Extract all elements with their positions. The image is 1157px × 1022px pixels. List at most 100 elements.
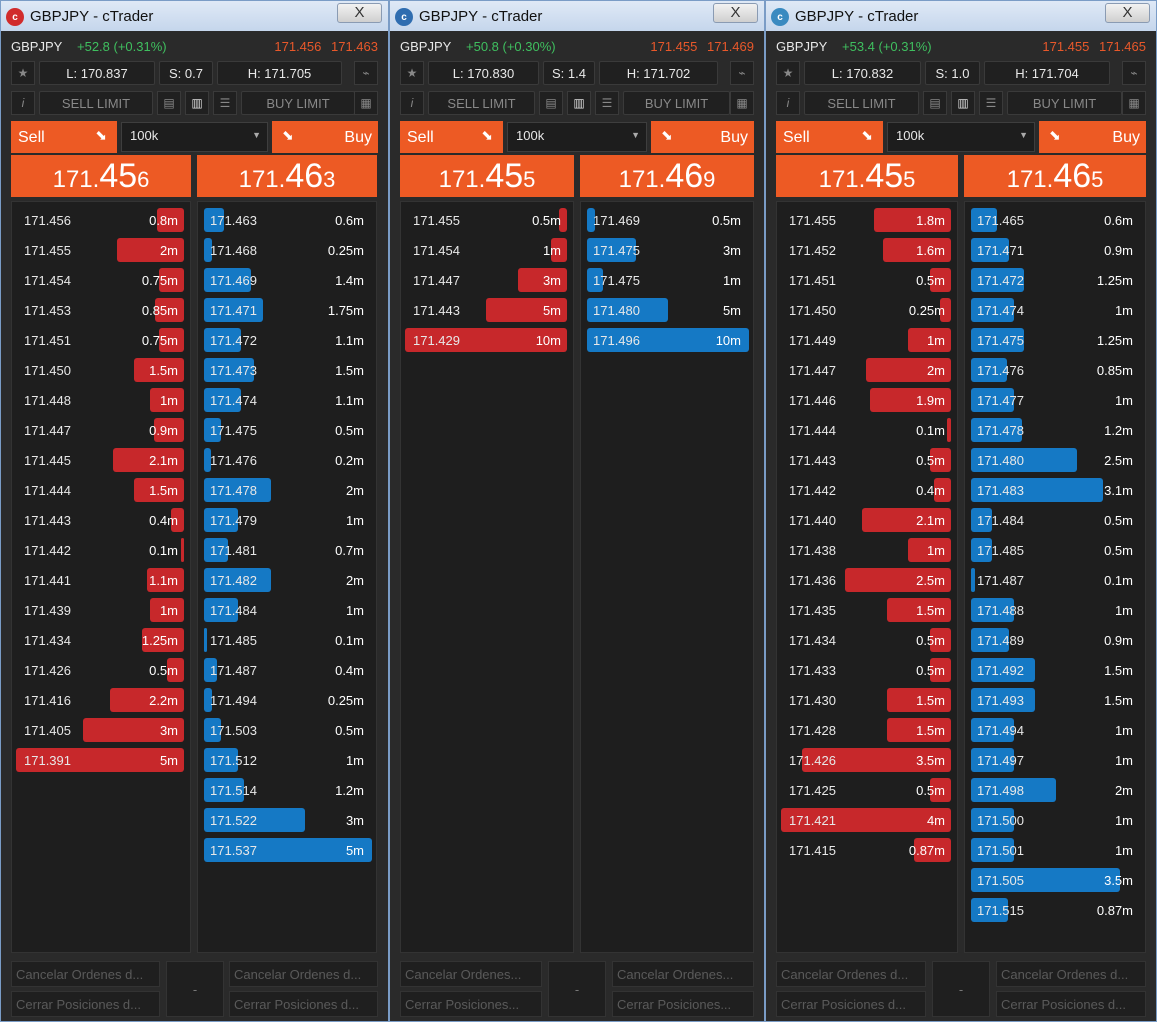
bid-level-row[interactable]: 171.426 3.5m [783,748,951,772]
symbol-name[interactable]: GBPJPY [400,39,452,54]
bid-level-row[interactable]: 171.430 1.5m [783,688,951,712]
bid-level-row[interactable]: 171.443 0.5m [783,448,951,472]
sell-price-display[interactable]: 171.455 [400,155,574,197]
bid-level-row[interactable]: 171.445 2.1m [18,448,184,472]
title-bar[interactable]: c GBPJPY - cTrader X [390,1,764,31]
bid-level-row[interactable]: 171.447 3m [407,268,567,292]
bid-level-row[interactable]: 171.448 1m [18,388,184,412]
ask-level-row[interactable]: 171.471 1.75m [204,298,370,322]
symbol-name[interactable]: GBPJPY [776,39,828,54]
bid-level-row[interactable]: 171.425 0.5m [783,778,951,802]
sell-button[interactable]: Sell ⬊ [400,121,503,153]
close-button[interactable]: X [1105,3,1150,23]
volume-select[interactable]: 100k ▼ [507,122,647,152]
buy-price-display[interactable]: 171.465 [964,155,1146,197]
bid-level-row[interactable]: 171.434 1.25m [18,628,184,652]
bid-level-row[interactable]: 171.446 1.9m [783,388,951,412]
bid-level-row[interactable]: 171.436 2.5m [783,568,951,592]
bid-level-row[interactable]: 171.444 0.1m [783,418,951,442]
ask-level-row[interactable]: 171.484 0.5m [971,508,1139,532]
ask-level-row[interactable]: 171.501 1m [971,838,1139,862]
ask-level-row[interactable]: 171.471 0.9m [971,238,1139,262]
ask-level-row[interactable]: 171.484 1m [204,598,370,622]
close-positions-left-button[interactable]: Cerrar Posiciones d... [776,991,926,1017]
symbol-name[interactable]: GBPJPY [11,39,63,54]
ask-level-row[interactable]: 171.498 2m [971,778,1139,802]
bid-level-row[interactable]: 171.438 1m [783,538,951,562]
ask-level-row[interactable]: 171.487 0.1m [971,568,1139,592]
ask-level-row[interactable]: 171.475 3m [587,238,747,262]
buy-limit-button[interactable]: BUY LIMIT [241,91,355,115]
bid-level-row[interactable]: 171.416 2.2m [18,688,184,712]
ask-level-row[interactable]: 171.475 1m [587,268,747,292]
sell-limit-button[interactable]: SELL LIMIT [804,91,919,115]
title-bar[interactable]: c GBPJPY - cTrader X [766,1,1156,31]
volume-select[interactable]: 100k ▼ [887,122,1035,152]
ask-level-row[interactable]: 171.505 3.5m [971,868,1139,892]
bid-level-row[interactable]: 171.450 0.25m [783,298,951,322]
favorite-star-icon[interactable]: ★ [400,61,424,85]
ask-level-row[interactable]: 171.512 1m [204,748,370,772]
ask-level-row[interactable]: 171.482 2m [204,568,370,592]
ask-level-row[interactable]: 171.493 1.5m [971,688,1139,712]
bid-level-row[interactable]: 171.434 0.5m [783,628,951,652]
buy-price-display[interactable]: 171.463 [197,155,377,197]
sell-button[interactable]: Sell ⬊ [11,121,117,153]
bid-level-row[interactable]: 171.439 1m [18,598,184,622]
close-button[interactable]: X [337,3,382,23]
ask-level-row[interactable]: 171.483 3.1m [971,478,1139,502]
buy-button[interactable]: Buy ⬊ [272,121,378,153]
ask-level-row[interactable]: 171.489 0.9m [971,628,1139,652]
bid-level-row[interactable]: 171.454 0.75m [18,268,184,292]
sell-price-display[interactable]: 171.455 [776,155,958,197]
cancel-orders-left-button[interactable]: Cancelar Ordenes d... [11,961,160,987]
buy-limit-button[interactable]: BUY LIMIT [623,91,730,115]
ask-level-row[interactable]: 171.465 0.6m [971,208,1139,232]
bid-level-row[interactable]: 171.442 0.1m [18,538,184,562]
cancel-orders-right-button[interactable]: Cancelar Ordenes... [612,961,754,987]
depth-price-icon[interactable]: ▥ [951,91,975,115]
bid-level-row[interactable]: 171.443 0.4m [18,508,184,532]
ask-level-row[interactable]: 171.485 0.5m [971,538,1139,562]
bid-level-row[interactable]: 171.453 0.85m [18,298,184,322]
depth-full-icon[interactable]: ▤ [157,91,181,115]
ask-level-row[interactable]: 171.494 1m [971,718,1139,742]
buy-limit-button[interactable]: BUY LIMIT [1007,91,1122,115]
order-ticket-icon[interactable]: ▦ [730,91,754,115]
bid-level-row[interactable]: 171.452 1.6m [783,238,951,262]
ask-level-row[interactable]: 171.474 1.1m [204,388,370,412]
cancel-orders-right-button[interactable]: Cancelar Ordenes d... [229,961,378,987]
ask-level-row[interactable]: 171.480 5m [587,298,747,322]
ask-level-row[interactable]: 171.537 5m [204,838,372,862]
ask-level-row[interactable]: 171.476 0.2m [204,448,370,472]
cancel-orders-left-button[interactable]: Cancelar Ordenes... [400,961,542,987]
bid-level-row[interactable]: 171.426 0.5m [18,658,184,682]
ask-level-row[interactable]: 171.485 0.1m [204,628,370,652]
sell-limit-button[interactable]: SELL LIMIT [428,91,535,115]
bid-level-row[interactable]: 171.444 1.5m [18,478,184,502]
bid-level-row[interactable]: 171.456 0.8m [18,208,184,232]
ask-level-row[interactable]: 171.496 10m [587,328,749,352]
close-positions-left-button[interactable]: Cerrar Posiciones d... [11,991,160,1017]
ask-level-row[interactable]: 171.475 1.25m [971,328,1139,352]
ask-level-row[interactable]: 171.477 1m [971,388,1139,412]
bid-level-row[interactable]: 171.455 2m [18,238,184,262]
order-ticket-icon[interactable]: ▦ [354,91,378,115]
ask-level-row[interactable]: 171.481 0.7m [204,538,370,562]
ask-level-row[interactable]: 171.472 1.25m [971,268,1139,292]
sell-button[interactable]: Sell ⬊ [776,121,883,153]
ask-level-row[interactable]: 171.522 3m [204,808,370,832]
bid-level-row[interactable]: 171.455 1.8m [783,208,951,232]
ask-level-row[interactable]: 171.487 0.4m [204,658,370,682]
ask-level-row[interactable]: 171.503 0.5m [204,718,370,742]
ask-level-row[interactable]: 171.474 1m [971,298,1139,322]
ask-level-row[interactable]: 171.500 1m [971,808,1139,832]
bid-level-row[interactable]: 171.435 1.5m [783,598,951,622]
info-icon[interactable]: i [400,91,424,115]
cancel-orders-left-button[interactable]: Cancelar Ordenes d... [776,961,926,987]
bid-level-row[interactable]: 171.442 0.4m [783,478,951,502]
ask-level-row[interactable]: 171.479 1m [204,508,370,532]
ask-level-row[interactable]: 171.469 1.4m [204,268,370,292]
order-ticket-icon[interactable]: ▦ [1122,91,1146,115]
bid-level-row[interactable]: 171.428 1.5m [783,718,951,742]
